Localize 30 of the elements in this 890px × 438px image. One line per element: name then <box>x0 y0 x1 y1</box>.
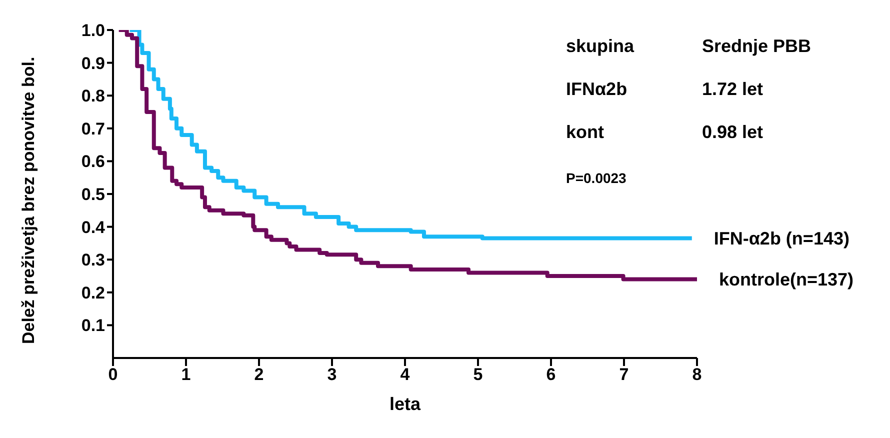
y-tick-label: 1.0 <box>81 21 105 40</box>
annotation: P=0.0023 <box>566 170 626 186</box>
x-tick-label: 3 <box>327 365 337 384</box>
y-tick-label: 0.1 <box>81 316 105 336</box>
text: Srednje PBB <box>702 36 812 57</box>
x-tick-label: 6 <box>546 365 556 384</box>
x-tick-label: 2 <box>254 365 264 384</box>
x-tick-label: 1 <box>181 365 191 384</box>
x-axis-title: leta <box>389 394 422 414</box>
y-tick-label: 0.6 <box>81 152 105 172</box>
x-tick-label: 8 <box>692 365 702 384</box>
y-tick-label: 0.2 <box>81 283 105 302</box>
series-label: kontrole(n=137) <box>719 269 854 290</box>
x-tick-label: 7 <box>619 365 629 384</box>
x-tick-label: 5 <box>473 365 483 384</box>
y-tick-label: 0.9 <box>81 54 105 73</box>
y-tick-label: 0.8 <box>81 86 105 106</box>
annotation: skupina <box>566 36 636 57</box>
y-tick-label: 0.3 <box>81 250 105 270</box>
text: 1.72 let <box>702 79 764 100</box>
y-tick-label: 0.7 <box>81 119 105 138</box>
annotation: IFNα2b <box>566 79 628 100</box>
x-tick-label: 0 <box>108 365 118 384</box>
series-label: IFN-α2b (n=143) <box>714 228 850 248</box>
y-axis-title: Delež preživetja brez ponovitve bol. <box>19 56 38 344</box>
annotation: kont <box>566 122 605 143</box>
y-tick-label: 0.4 <box>81 218 106 237</box>
x-tick-label: 4 <box>400 365 410 384</box>
text: 0.98 let <box>702 122 764 143</box>
y-tick-label: 0.5 <box>81 185 105 204</box>
